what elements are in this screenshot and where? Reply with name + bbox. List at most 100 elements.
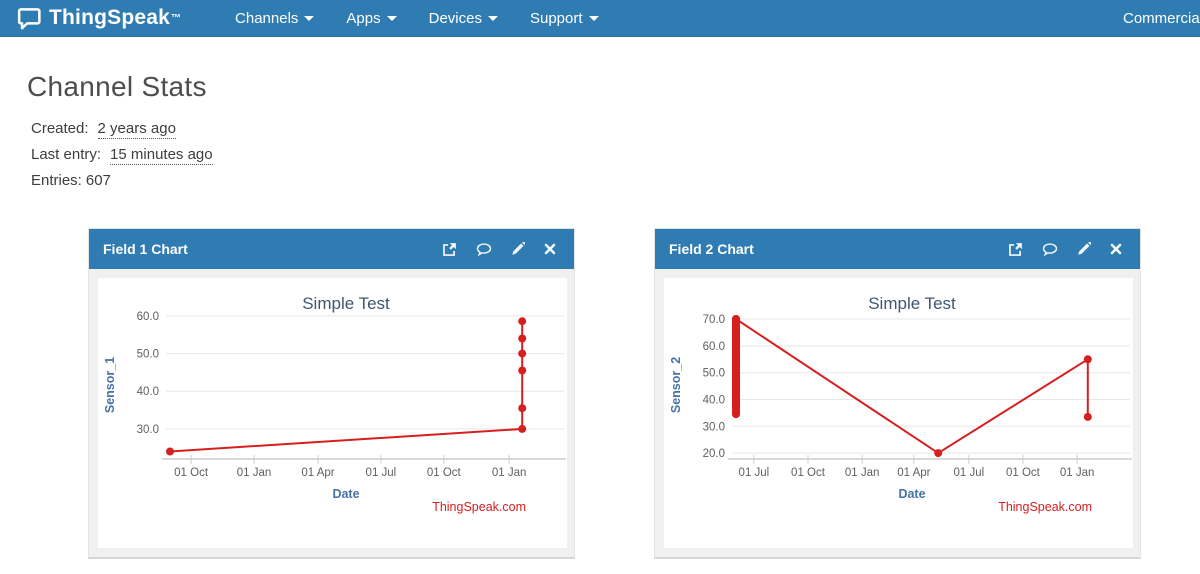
x-tick-label: 01 Jul <box>739 467 770 479</box>
field1-chart: 60.0 50.0 40.0 30.0 01 Oct 01 Jan 01 Apr 01 Jul… <box>103 294 566 514</box>
top-navbar: ThingSpeak ™ Channels Apps Devices Suppor… <box>0 0 1200 37</box>
edit-button[interactable] <box>511 242 525 256</box>
y-tick-label: 30.0 <box>703 421 725 433</box>
y-tick-label: 50.0 <box>137 349 159 361</box>
close-icon <box>544 243 556 255</box>
panel-toolbar <box>1008 242 1122 257</box>
last-entry-row: Last entry: 15 minutes ago <box>27 146 1200 165</box>
x-tick-label: 01 Jan <box>237 467 272 479</box>
data-line <box>169 321 524 453</box>
nav-item-apps[interactable]: Apps <box>340 10 402 27</box>
x-axis-label: Date <box>898 487 925 501</box>
y-axis-label: Sensor_2 <box>669 357 683 413</box>
created-value: 2 years ago <box>97 120 176 139</box>
data-point <box>166 447 174 456</box>
data-point <box>518 317 527 326</box>
watermark: ThingSpeak.com <box>432 500 526 514</box>
brand-name: ThingSpeak <box>49 6 171 29</box>
speech-bubble-icon <box>17 7 42 30</box>
field1-chart-frame: 60.0 50.0 40.0 30.0 01 Oct 01 Jan 01 Apr 01 Jul… <box>98 278 567 548</box>
y-axis-label: Sensor_1 <box>103 357 117 413</box>
data-line <box>735 318 1089 455</box>
close-button[interactable] <box>1110 243 1122 255</box>
x-tick-label: 01 Oct <box>174 467 209 479</box>
x-tick-label: 01 Oct <box>791 467 826 479</box>
created-label: Created: <box>31 120 89 137</box>
y-tick-label: 50.0 <box>703 368 725 380</box>
x-axis-label: Date <box>332 487 359 501</box>
page-title: Channel Stats <box>27 71 207 102</box>
created-row: Created: 2 years ago <box>27 120 1200 139</box>
x-tick-label: 01 Apr <box>897 467 930 479</box>
data-point <box>1083 355 1092 364</box>
caret-down-icon <box>487 16 498 22</box>
x-tick-label: 01 Jul <box>366 467 397 479</box>
entries-row: Entries: 607 <box>27 172 1200 189</box>
nav-item-channels[interactable]: Channels <box>229 10 320 27</box>
popout-button[interactable] <box>1008 242 1023 257</box>
nav-item-commercial-use[interactable]: Commercial Use <box>1123 10 1200 27</box>
y-tick-label: 40.0 <box>703 395 725 407</box>
last-entry-value: 15 minutes ago <box>110 146 213 165</box>
popout-icon <box>443 242 456 256</box>
brand-trademark: ™ <box>171 12 182 24</box>
comment-button[interactable] <box>1042 242 1058 257</box>
popout-button[interactable] <box>442 242 457 257</box>
close-icon <box>1110 243 1122 255</box>
pencil-icon <box>1078 242 1091 255</box>
thingspeak-logo[interactable]: ThingSpeak ™ <box>0 6 181 30</box>
field2-chart: 70.0 60.0 50.0 40.0 30.0 20.0 01 Jul 01 Oct 01 J… <box>669 294 1132 514</box>
entries-value: 607 <box>85 172 111 189</box>
y-tick-label: 70.0 <box>703 314 725 326</box>
data-point <box>518 424 527 433</box>
edit-button[interactable] <box>1077 242 1091 256</box>
nav-item-devices[interactable]: Devices <box>423 10 504 27</box>
panel-body: 70.0 60.0 50.0 40.0 30.0 20.0 01 Jul 01 Oct 01 J… <box>655 269 1140 557</box>
pencil-icon <box>512 242 525 255</box>
field2-panel: Field 2 Chart 70.0 60.0 50.0 40.0 30.0 20.0 01… <box>654 228 1141 559</box>
x-tick-label: 01 Jul <box>953 467 984 479</box>
data-point <box>1083 412 1092 421</box>
y-tick-label: 20.0 <box>703 448 725 460</box>
watermark: ThingSpeak.com <box>998 500 1092 514</box>
popout-icon <box>1009 242 1022 256</box>
comment-button[interactable] <box>476 242 492 257</box>
caret-down-icon <box>588 16 599 22</box>
field2-chart-frame: 70.0 60.0 50.0 40.0 30.0 20.0 01 Jul 01 Oct 01 J… <box>664 278 1133 548</box>
y-tick-label: 30.0 <box>137 424 159 436</box>
x-tick-label: 01 Oct <box>427 467 462 479</box>
main-nav: Channels Apps Devices Support <box>229 10 625 27</box>
caret-down-icon <box>386 16 397 22</box>
caret-down-icon <box>304 16 315 22</box>
x-tick-label: 01 Jan <box>1060 467 1095 479</box>
close-button[interactable] <box>544 243 556 255</box>
panel-title: Field 2 Chart <box>669 241 754 257</box>
comment-icon <box>1042 242 1058 256</box>
panel-title: Field 1 Chart <box>103 241 188 257</box>
data-point <box>518 349 527 358</box>
chart-title: Simple Test <box>868 294 956 313</box>
x-tick-label: 01 Jan <box>845 467 880 479</box>
entries-label: Entries: <box>31 172 82 189</box>
last-entry-label: Last entry: <box>31 146 102 163</box>
x-tick-label: 01 Jan <box>492 467 527 479</box>
field2-panel-header: Field 2 Chart <box>655 229 1140 269</box>
data-point <box>518 366 527 375</box>
data-point <box>732 315 740 323</box>
nav-item-support[interactable]: Support <box>524 10 605 27</box>
chart-panels: Field 1 Chart 60.0 50.0 40.0 30.0 01 Oct 01 J… <box>88 228 1141 559</box>
y-tick-label: 40.0 <box>137 386 159 398</box>
x-tick-label: 01 Apr <box>301 467 334 479</box>
panel-toolbar <box>442 242 556 257</box>
comment-icon <box>476 242 492 256</box>
y-tick-label: 60.0 <box>703 341 725 353</box>
x-tick-label: 01 Oct <box>1006 467 1041 479</box>
chart-title: Simple Test <box>302 294 390 313</box>
y-tick-label: 60.0 <box>137 311 159 323</box>
data-point <box>934 449 943 458</box>
field1-panel-header: Field 1 Chart <box>89 229 574 269</box>
field1-panel: Field 1 Chart 60.0 50.0 40.0 30.0 01 Oct 01 J… <box>88 228 575 559</box>
panel-body: 60.0 50.0 40.0 30.0 01 Oct 01 Jan 01 Apr 01 Jul… <box>89 269 574 557</box>
data-point <box>518 404 527 413</box>
data-point <box>518 334 527 343</box>
